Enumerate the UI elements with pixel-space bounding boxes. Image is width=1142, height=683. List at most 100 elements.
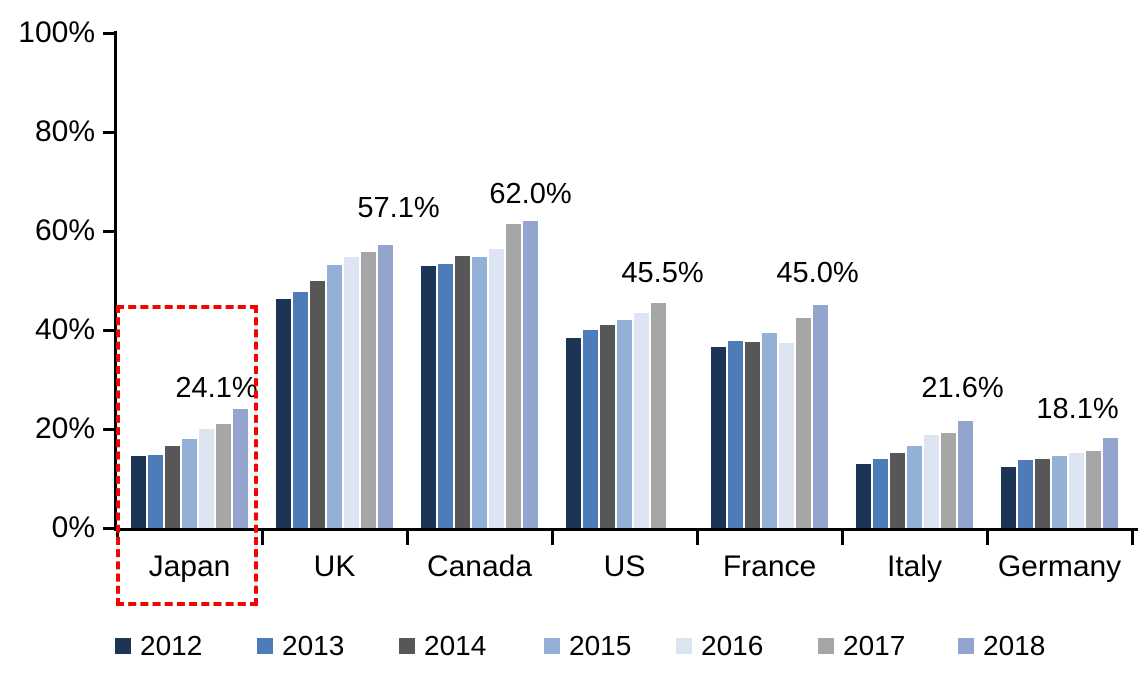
bar-canada-2015 bbox=[472, 256, 487, 528]
x-axis-tick bbox=[696, 531, 699, 545]
data-label-japan: 24.1% bbox=[175, 371, 258, 404]
bar-germany-2016 bbox=[1069, 453, 1084, 528]
legend-label-2014: 2014 bbox=[424, 630, 487, 661]
bar-france-2015 bbox=[762, 333, 777, 528]
bar-france-2014 bbox=[745, 341, 760, 528]
bar-germany-2012 bbox=[1001, 467, 1016, 528]
bar-uk-2015 bbox=[327, 265, 342, 528]
bar-germany-2013 bbox=[1018, 460, 1033, 528]
bar-italy-2016 bbox=[924, 434, 939, 528]
bar-germany-2015 bbox=[1052, 455, 1067, 528]
legend-label-2013: 2013 bbox=[282, 630, 345, 661]
x-axis-tick bbox=[841, 531, 844, 545]
bar-canada-2016 bbox=[489, 249, 504, 528]
bar-japan-2016 bbox=[199, 429, 214, 528]
legend-item-2016: 2016 bbox=[676, 632, 763, 660]
x-axis-tick bbox=[986, 531, 989, 545]
bar-japan-2013 bbox=[148, 454, 163, 528]
data-label-france: 45.0% bbox=[776, 257, 859, 290]
bar-canada-2018 bbox=[523, 221, 538, 528]
plot-area: 24.1% 57.1% 62.0% 45.5% 45.0% 21.6% 18.1% bbox=[117, 33, 1132, 528]
bar-uk-2016 bbox=[344, 256, 359, 528]
y-axis-tick-label: 60% bbox=[34, 214, 95, 247]
legend-item-2012: 2012 bbox=[115, 630, 203, 661]
bar-germany-2017 bbox=[1086, 450, 1101, 528]
bar-canada-2017 bbox=[506, 223, 521, 528]
legend-label-2012: 2012 bbox=[140, 630, 203, 661]
data-label-germany: 18.1% bbox=[1036, 393, 1119, 426]
x-axis-category-label-italy: Italy bbox=[886, 550, 943, 583]
y-axis-tick-label: 100% bbox=[18, 16, 95, 49]
legend-label-2018: 2018 bbox=[983, 630, 1046, 661]
bar-uk-2017 bbox=[361, 252, 376, 528]
legend-label-2015: 2015 bbox=[569, 630, 632, 661]
bar-france-2013 bbox=[728, 340, 743, 528]
data-label-italy: 21.6% bbox=[921, 372, 1004, 405]
bar-japan-2018 bbox=[233, 408, 248, 528]
x-axis-line bbox=[114, 528, 1138, 531]
bar-italy-2017 bbox=[941, 433, 956, 528]
data-label-canada: 62.0% bbox=[489, 178, 572, 211]
y-axis-line bbox=[114, 31, 117, 531]
bar-italy-2015 bbox=[907, 446, 922, 528]
bar-group-us bbox=[552, 33, 697, 528]
bar-group-uk bbox=[262, 33, 407, 528]
legend-item-2015: 2015 bbox=[544, 630, 632, 661]
x-axis-tick bbox=[116, 531, 119, 545]
legend-label-2017: 2017 bbox=[843, 630, 906, 661]
legend-item-2017: 2017 bbox=[818, 630, 906, 661]
y-axis-tick bbox=[103, 229, 115, 233]
x-axis-category-label-us: US bbox=[603, 550, 646, 583]
bar-italy-2018 bbox=[958, 421, 973, 528]
bar-france-2018 bbox=[813, 305, 828, 528]
x-axis-tick bbox=[261, 531, 264, 545]
legend-swatch-2016 bbox=[676, 638, 692, 654]
y-axis-tick bbox=[103, 427, 115, 431]
bar-canada-2014 bbox=[455, 255, 470, 528]
y-axis-tick-label: 20% bbox=[34, 412, 95, 445]
bar-japan-2012 bbox=[131, 456, 146, 528]
y-axis-tick-label: 40% bbox=[34, 313, 95, 346]
x-axis-category-label-canada: Canada bbox=[426, 550, 533, 583]
bar-canada-2013 bbox=[438, 263, 453, 528]
bar-france-2017 bbox=[796, 318, 811, 528]
bar-italy-2013 bbox=[873, 459, 888, 528]
bar-group-italy bbox=[842, 33, 987, 528]
legend-swatch-2014 bbox=[399, 638, 415, 654]
bar-germany-2018 bbox=[1103, 438, 1118, 528]
x-axis-tick bbox=[1131, 531, 1134, 545]
legend-swatch-2015 bbox=[544, 638, 560, 654]
bar-france-2012 bbox=[711, 346, 726, 528]
legend-swatch-2013 bbox=[257, 638, 273, 654]
y-axis-tick bbox=[103, 130, 115, 134]
data-label-uk: 57.1% bbox=[357, 192, 440, 225]
legend-item-2014: 2014 bbox=[399, 630, 487, 661]
y-axis-tick bbox=[103, 31, 115, 35]
y-axis-tick-label: 0% bbox=[51, 511, 95, 544]
x-axis-category-label-uk: UK bbox=[313, 550, 356, 583]
bar-group-france bbox=[697, 33, 842, 528]
legend-swatch-2017 bbox=[818, 638, 834, 654]
x-axis-category-label-germany: Germany bbox=[997, 550, 1122, 583]
data-label-us: 45.5% bbox=[621, 256, 704, 289]
bar-japan-2015 bbox=[182, 438, 197, 528]
y-axis-tick bbox=[103, 526, 115, 530]
bar-group-germany bbox=[987, 33, 1132, 528]
y-axis-tick bbox=[103, 328, 115, 332]
bar-uk-2014 bbox=[310, 281, 325, 528]
bar-us-2017 bbox=[651, 302, 666, 528]
x-axis-tick bbox=[406, 531, 409, 545]
x-axis-tick bbox=[551, 531, 554, 545]
bar-germany-2014 bbox=[1035, 458, 1050, 528]
bar-uk-2012 bbox=[276, 298, 291, 528]
bar-us-2013 bbox=[583, 329, 598, 528]
legend-item-2013: 2013 bbox=[257, 630, 345, 661]
legend-item-2018: 2018 bbox=[958, 630, 1046, 661]
bar-us-2015 bbox=[617, 319, 632, 528]
legend-swatch-2012 bbox=[115, 638, 131, 654]
legend-swatch-2018 bbox=[958, 638, 974, 654]
bar-france-2016 bbox=[779, 343, 794, 528]
bar-japan-2014 bbox=[165, 446, 180, 528]
bar-canada-2012 bbox=[421, 266, 436, 528]
